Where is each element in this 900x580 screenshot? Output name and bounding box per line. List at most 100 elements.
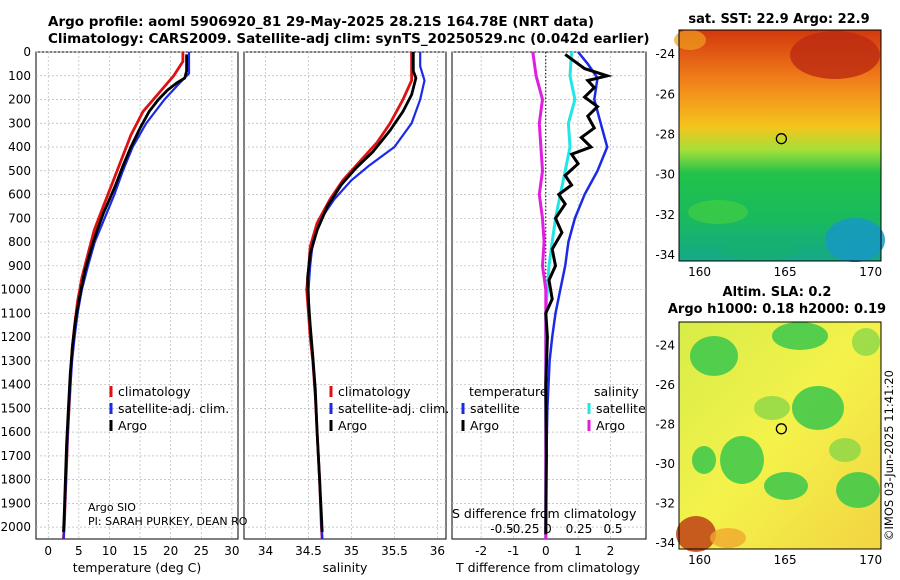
temperature-argo-line bbox=[62, 54, 189, 532]
t-difference-xlabel: T difference from climatology bbox=[455, 560, 641, 575]
temperature-plot: temperature (deg C) climatology satellit… bbox=[62, 52, 248, 575]
sla-mid-patches bbox=[754, 328, 880, 462]
legend-t-satellite: satellite bbox=[470, 401, 520, 416]
sla-map: Altim. SLA: 0.2 Argo h1000: 0.18 h2000: … bbox=[668, 285, 886, 552]
sla-map-title: Altim. SLA: 0.2 bbox=[723, 285, 832, 300]
map-x-tick-label: 160 bbox=[688, 553, 711, 567]
legend-argo: Argo bbox=[338, 418, 367, 433]
difference-panel-frame bbox=[451, 51, 647, 540]
sla-high-patch bbox=[676, 516, 716, 552]
tick-labels: 0 5 10 15 20 25 30 34 34.5 35 35.5 36 -2 -1 0 1 20100200… bbox=[0, 45, 882, 567]
sla-low-patches bbox=[690, 322, 880, 508]
x-tick-label: 2 bbox=[607, 544, 615, 558]
y-tick-label: 500 bbox=[8, 164, 31, 178]
argo-location-marker bbox=[775, 423, 788, 435]
pi-institution: Argo SIO bbox=[88, 501, 136, 514]
sla-map-subtitle: Argo h1000: 0.18 h2000: 0.19 bbox=[668, 302, 886, 317]
secondary-x-tick-label: -0.25 bbox=[508, 522, 539, 536]
x-tick-label: 1 bbox=[574, 544, 582, 558]
salinity-xlabel: salinity bbox=[323, 560, 368, 575]
x-tick-label: 34 bbox=[258, 544, 273, 558]
map-y-tick-label: -24 bbox=[655, 339, 675, 353]
x-tick-label: 34.5 bbox=[295, 544, 322, 558]
map-y-tick-label: -28 bbox=[655, 127, 675, 141]
y-tick-label: 800 bbox=[8, 235, 31, 249]
legend-s-satellite: satellite bbox=[596, 401, 646, 416]
pi-name: PI: SARAH PURKEY, DEAN RO bbox=[88, 515, 248, 528]
x-tick-label: 5 bbox=[75, 544, 83, 558]
y-tick-label: 1900 bbox=[0, 496, 31, 510]
map-y-tick-label: -24 bbox=[655, 47, 675, 61]
sst-green-patch bbox=[688, 200, 748, 224]
sst-map: sat. SST: 22.9 Argo: 22.9 bbox=[674, 12, 885, 262]
imos-credit: ©IMOS 03-Jun-2025 11:41:20 bbox=[882, 370, 896, 541]
map-y-tick-label: -32 bbox=[655, 497, 675, 511]
y-tick-label: 1200 bbox=[0, 330, 31, 344]
sst-warm-patch bbox=[790, 31, 880, 79]
sst-map-title: sat. SST: 22.9 Argo: 22.9 bbox=[688, 12, 869, 27]
map-x-tick-label: 160 bbox=[688, 265, 711, 279]
x-tick-label: 20 bbox=[163, 544, 178, 558]
map-y-tick-label: -34 bbox=[655, 248, 675, 262]
y-tick-label: 0 bbox=[23, 45, 31, 59]
legend-t-argo: Argo bbox=[470, 418, 499, 433]
x-tick-label: 25 bbox=[194, 544, 209, 558]
y-tick-label: 200 bbox=[8, 93, 31, 107]
x-tick-label: 36 bbox=[430, 544, 445, 558]
secondary-x-tick-label: 0.5 bbox=[603, 522, 622, 536]
secondary-x-tick-label: 0 bbox=[544, 522, 552, 536]
legend-argo: Argo bbox=[118, 418, 147, 433]
x-tick-label: 35 bbox=[344, 544, 359, 558]
sst-map-frame bbox=[678, 29, 882, 262]
sst-cool-patch bbox=[825, 218, 885, 262]
y-tick-label: 1000 bbox=[0, 283, 31, 297]
s-difference-xlabel: S difference from climatology bbox=[452, 506, 637, 521]
legend-climatology: climatology bbox=[118, 384, 191, 399]
map-y-tick-label: -32 bbox=[655, 208, 675, 222]
temperature-legend: climatology satellite-adj. clim. Argo bbox=[109, 384, 229, 433]
salinity-legend: climatology satellite-adj. clim. Argo bbox=[329, 384, 449, 433]
sla-high-edge bbox=[710, 528, 746, 548]
salinity-plot: salinity climatology satellite-adj. clim… bbox=[305, 52, 449, 575]
y-tick-label: 700 bbox=[8, 211, 31, 225]
figure-title-line2: Climatology: CARS2009. Satellite-adj cli… bbox=[48, 31, 650, 47]
y-tick-label: 1400 bbox=[0, 378, 31, 392]
legend-s-argo: Argo bbox=[596, 418, 625, 433]
y-tick-label: 1500 bbox=[0, 401, 31, 415]
y-tick-label: 1100 bbox=[0, 306, 31, 320]
map-y-tick-label: -30 bbox=[655, 168, 675, 182]
legend-salinity-title: salinity bbox=[594, 384, 639, 399]
difference-legend: temperature salinity satellite Argo sate… bbox=[461, 384, 646, 433]
secondary-x-tick-label: 0.25 bbox=[566, 522, 593, 536]
x-tick-label: 0 bbox=[542, 544, 550, 558]
s-diff-argo-line bbox=[531, 51, 548, 539]
secondary-x-tick-label: -0.5 bbox=[490, 522, 513, 536]
legend-climatology: climatology bbox=[338, 384, 411, 399]
map-x-tick-label: 170 bbox=[859, 553, 882, 567]
x-tick-label: 10 bbox=[102, 544, 117, 558]
difference-plot: T difference from climatology S differen… bbox=[452, 51, 646, 575]
x-tick-label: 15 bbox=[132, 544, 147, 558]
map-x-tick-label: 165 bbox=[774, 265, 797, 279]
map-x-tick-label: 165 bbox=[774, 553, 797, 567]
y-tick-label: 300 bbox=[8, 116, 31, 130]
sst-warm-edge bbox=[674, 30, 706, 50]
y-tick-label: 1600 bbox=[0, 425, 31, 439]
map-y-tick-label: -34 bbox=[655, 536, 675, 550]
x-tick-label: 30 bbox=[224, 544, 239, 558]
map-x-tick-label: 170 bbox=[859, 265, 882, 279]
temperature-xlabel: temperature (deg C) bbox=[73, 560, 202, 575]
y-tick-label: 1300 bbox=[0, 354, 31, 368]
t-diff-argo-line bbox=[544, 53, 613, 535]
y-tick-label: 2000 bbox=[0, 520, 31, 534]
figure-title-line1: Argo profile: aoml 5906920_81 29-May-202… bbox=[48, 14, 595, 30]
sla-map-frame bbox=[678, 321, 882, 550]
legend-satellite-adj: satellite-adj. clim. bbox=[118, 401, 229, 416]
grid-lines bbox=[36, 51, 646, 539]
x-tick-label: 35.5 bbox=[381, 544, 408, 558]
y-tick-label: 900 bbox=[8, 259, 31, 273]
salinity-panel-frame bbox=[243, 51, 447, 540]
map-y-tick-label: -28 bbox=[655, 418, 675, 432]
x-tick-label: -2 bbox=[475, 544, 487, 558]
